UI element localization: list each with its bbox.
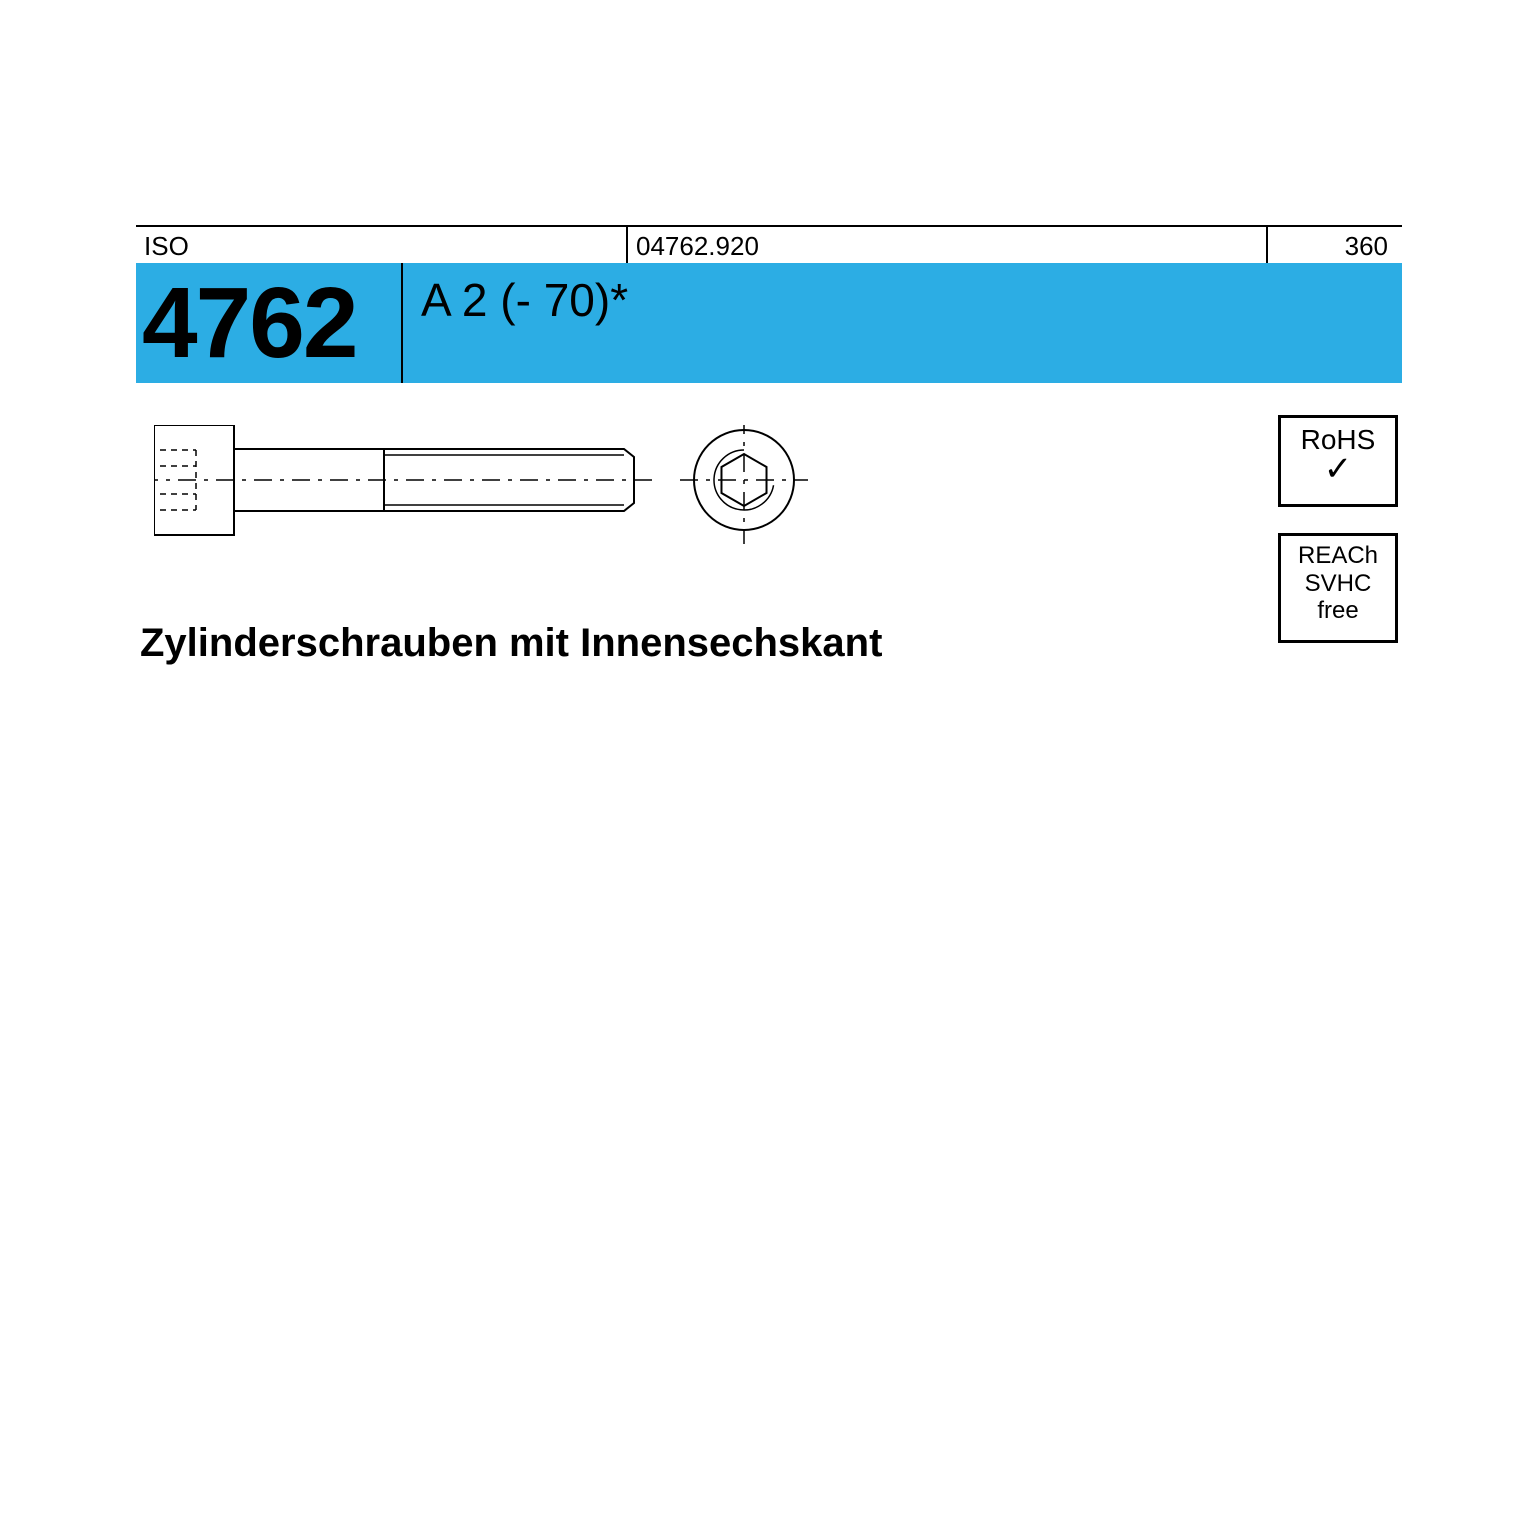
header-qty: 360 bbox=[1266, 227, 1402, 263]
material-grade: A 2 (- 70)* bbox=[403, 263, 1402, 383]
reach-line2: SVHC bbox=[1281, 570, 1395, 598]
screw-diagram bbox=[154, 425, 814, 545]
blue-band: 4762 A 2 (- 70)* bbox=[136, 263, 1402, 383]
product-description: Zylinderschrauben mit Innensechskant bbox=[140, 621, 882, 666]
header-code: 04762.920 bbox=[626, 227, 1266, 263]
header-standard: ISO bbox=[136, 227, 626, 263]
reach-line1: REACh bbox=[1281, 542, 1395, 570]
rohs-badge: RoHS ✓ bbox=[1278, 415, 1398, 507]
reach-badge: REACh SVHC free bbox=[1278, 533, 1398, 643]
header-row: ISO 04762.920 360 bbox=[136, 225, 1402, 263]
reach-line3: free bbox=[1281, 597, 1395, 625]
diagram-area: Zylinderschrauben mit Innensechskant RoH… bbox=[136, 383, 1402, 723]
check-icon: ✓ bbox=[1281, 456, 1395, 483]
spec-card: ISO 04762.920 360 4762 A 2 (- 70)* Zylin… bbox=[136, 225, 1402, 1313]
standard-number: 4762 bbox=[136, 263, 403, 383]
